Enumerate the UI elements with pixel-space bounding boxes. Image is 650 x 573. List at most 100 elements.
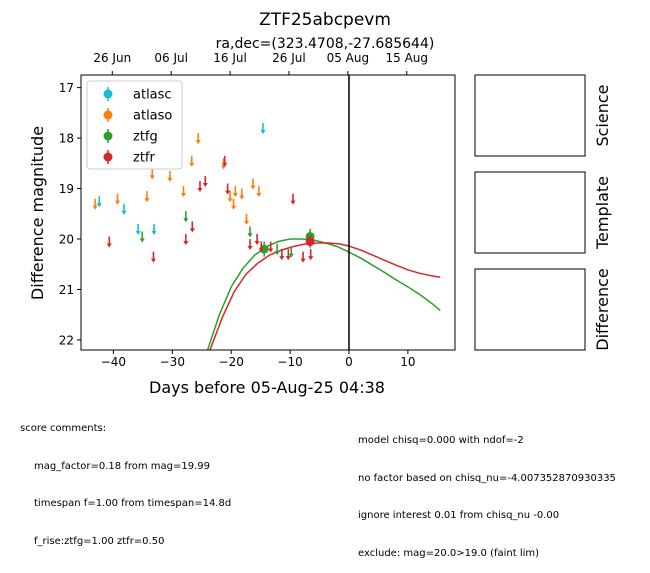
top-date-tick-label: 15 Aug (386, 51, 429, 65)
legend-item-atlasc: atlasc (103, 87, 172, 103)
upper-limit-marker (202, 175, 208, 187)
upper-limit-marker (258, 241, 264, 253)
upper-limit-marker (243, 213, 250, 225)
upper-limit-marker (92, 198, 98, 210)
x-tick-label: −30 (160, 355, 185, 369)
stamp-frame (474, 171, 586, 254)
legend-label: atlaso (133, 109, 172, 124)
upper-limit-marker (279, 249, 285, 261)
stamp-label: Template (593, 176, 612, 250)
y-tick-label: 21 (59, 283, 74, 297)
comment-line: model chisq=0.000 with ndof=-2 (358, 435, 524, 446)
x-tick-label: −10 (277, 355, 302, 369)
legend-marker (103, 110, 113, 120)
upper-limit-marker (308, 249, 314, 261)
top-date-tick-label: 06 Jul (154, 51, 188, 65)
upper-limit-marker (285, 249, 291, 261)
x-tick-label: 10 (400, 355, 415, 369)
legend: atlasc atlaso ztfg ztfr (86, 80, 183, 170)
comment-line: ignore interest 0.01 from chisq_nu -0.00 (358, 510, 560, 521)
light-curve-figure: ZTF25abcpevm ra,dec=(323.4708,-27.685644… (28, 10, 612, 397)
x-axis-label: Days before 05-Aug-25 04:38 (149, 378, 385, 397)
upper-limit-marker (150, 251, 157, 263)
upper-limit-marker (114, 193, 121, 205)
y-tick-label: 22 (59, 333, 74, 347)
comment-line: exclude: mag=20.0>19.0 (faint lim) (358, 547, 540, 559)
legend-marker (103, 89, 113, 99)
comment-line: no factor based on chisq_nu=-4.007352870… (358, 472, 616, 484)
upper-limit-marker (96, 196, 102, 208)
legend-item-ztfr: ztfr (103, 150, 155, 166)
model-curve (209, 242, 441, 350)
chart-title: ZTF25abcpevm (259, 10, 391, 30)
upper-limit-marker (195, 133, 201, 145)
legend-item-atlaso: atlaso (103, 108, 172, 124)
plot-frame (80, 74, 456, 351)
y-tick-label: 17 (59, 81, 74, 95)
y-axis-label: Difference magnitude (28, 126, 47, 300)
y-tick-label: 20 (59, 232, 74, 246)
stamp-frame (474, 268, 586, 351)
upper-limit-marker (268, 241, 274, 253)
upper-limit-marker (247, 226, 253, 238)
legend-box (86, 80, 183, 170)
upper-limit-marker (167, 170, 173, 182)
legend-item-ztfg: ztfg (103, 129, 158, 145)
stamp-frame (474, 74, 586, 157)
stamp-panel-template: Template (474, 171, 612, 254)
legend-label: ztfg (133, 130, 158, 145)
comment-line: f_rise:ztfg=1.00 ztfr=0.50 (34, 535, 165, 547)
legend-label: atlasc (133, 88, 172, 103)
upper-limit-marker (256, 186, 262, 198)
upper-limit-marker (222, 155, 228, 167)
top-date-tick-label: 26 Jul (272, 51, 306, 65)
upper-limit-marker (121, 203, 127, 215)
top-date-tick-label: 26 Jun (93, 51, 131, 65)
upper-limit-marker (300, 251, 306, 263)
top-date-tick-label: 16 Jul (213, 51, 247, 65)
model-curve (206, 238, 441, 350)
upper-limit-marker (144, 191, 150, 203)
image-stamp-panels: Science Template Difference (474, 74, 612, 351)
score-comments-left: score comments: mag_factor=0.18 from mag… (20, 398, 231, 561)
upper-limit-marker (180, 186, 187, 198)
upper-limit-marker (254, 233, 260, 245)
upper-limit-marker (290, 193, 296, 205)
upper-limit-marker (183, 233, 189, 245)
stamp-label: Science (593, 84, 612, 146)
upper-limit-marker (247, 239, 253, 251)
detection-marker (305, 235, 315, 248)
stamp-label: Difference (593, 268, 612, 350)
upper-limit-marker (232, 186, 238, 198)
upper-limit-marker (260, 122, 266, 134)
stamp-panel-difference: Difference (474, 268, 612, 351)
upper-limit-marker (197, 181, 203, 193)
legend-marker (103, 131, 113, 141)
upper-limit-marker (239, 188, 245, 200)
upper-limit-marker (151, 223, 157, 235)
upper-limit-marker (189, 221, 195, 233)
legend-marker (103, 152, 113, 162)
y-tick-label: 18 (59, 132, 74, 146)
x-tick-label: 0 (345, 355, 353, 369)
upper-limit-marker (135, 223, 141, 235)
x-tick-label: −20 (219, 355, 244, 369)
upper-limit-marker (250, 178, 256, 190)
upper-limit-marker (189, 155, 195, 167)
upper-limit-marker (106, 236, 112, 248)
upper-limit-marker (230, 198, 237, 210)
plot-data (92, 75, 441, 350)
upper-limit-marker (149, 168, 155, 180)
comment-line: mag_factor=0.18 from mag=19.99 (34, 460, 211, 472)
top-date-tick-label: 05 Aug (327, 51, 370, 65)
upper-limit-marker (227, 191, 233, 203)
y-tick-label: 19 (59, 182, 74, 196)
chart-subtitle: ra,dec=(323.4708,-27.685644) (216, 36, 435, 52)
upper-limit-marker (139, 231, 145, 243)
upper-limit-marker (274, 244, 280, 256)
x-tick-label: −40 (101, 355, 126, 369)
legend-label: ztfr (133, 151, 155, 166)
stamp-panel-science: Science (474, 74, 612, 157)
plot-area: −40 −30 −20 −10 0 10 17 18 19 20 21 22 26 Jun 06 Jul 1… (59, 51, 456, 369)
upper-limit-marker (183, 211, 189, 223)
